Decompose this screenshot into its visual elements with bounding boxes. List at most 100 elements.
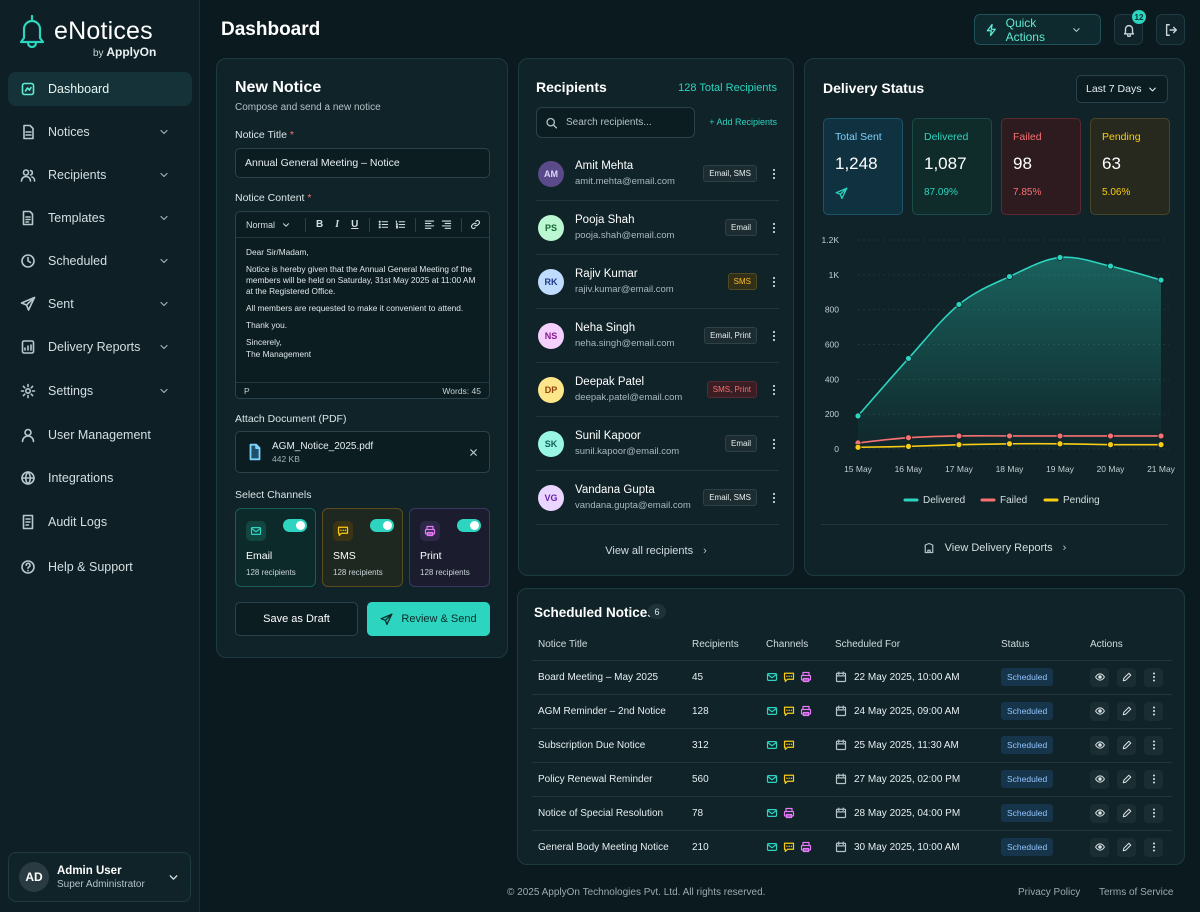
chevron-down-icon[interactable] [158, 212, 170, 224]
list-item[interactable]: NS Neha Singh neha.singh@email.com Email, P… [536, 309, 779, 363]
sidebar-item-user-management[interactable]: User Management [8, 418, 192, 452]
more-icon[interactable] [769, 492, 779, 504]
channel-print-card[interactable]: Print 128 recipients [409, 508, 490, 587]
more-icon[interactable] [769, 276, 779, 288]
bullet-list-icon[interactable] [375, 216, 391, 234]
more-icon[interactable] [1144, 701, 1163, 721]
link-icon[interactable] [467, 216, 483, 234]
view-all-recipients-link[interactable]: View all recipients › [519, 545, 793, 557]
bold-icon[interactable]: B [316, 219, 324, 230]
sidebar-item-help-support[interactable]: Help & Support [8, 550, 192, 584]
chevron-down-icon[interactable] [158, 255, 170, 267]
editor-content[interactable]: Dear Sir/Madam, Notice is hereby given t… [236, 238, 489, 382]
recipients-total[interactable]: 128 Total Recipients [678, 82, 777, 94]
list-item[interactable]: PS Pooja Shah pooja.shah@email.com Email [536, 201, 779, 255]
view-icon[interactable] [1090, 701, 1109, 721]
more-icon[interactable] [769, 330, 779, 342]
table-row[interactable]: AGM Reminder – 2nd Notice 128 24 May 2025,… [532, 694, 1172, 729]
sidebar-item-templates[interactable]: Templates [8, 201, 192, 235]
more-icon[interactable] [769, 222, 779, 234]
format-select[interactable]: Normal [242, 220, 295, 230]
channel-email-toggle[interactable] [283, 519, 307, 532]
editor-paragraph: Sincerely, [246, 337, 282, 347]
table-row[interactable]: Policy Renewal Reminder 560 27 May 2025, 0… [532, 762, 1172, 797]
sidebar-item-dashboard[interactable]: Dashboard [8, 72, 192, 106]
recipients-card: Recipients 128 Total Recipients + Add Re… [518, 58, 794, 576]
numbered-list-icon[interactable] [393, 216, 409, 234]
edit-icon[interactable] [1117, 735, 1136, 755]
chevron-down-icon[interactable] [158, 169, 170, 181]
channel-sms-card[interactable]: SMS 128 recipients [322, 508, 403, 587]
search-input[interactable] [566, 117, 686, 128]
edit-icon[interactable] [1117, 769, 1136, 789]
attachment-item[interactable]: AGM_Notice_2025.pdf 442 KB [235, 431, 490, 473]
terms-of-service-link[interactable]: Terms of Service [1099, 887, 1174, 898]
edit-icon[interactable] [1117, 803, 1136, 823]
brand[interactable]: eNotices [18, 14, 153, 48]
channel-sms-toggle[interactable] [370, 519, 394, 532]
user-card[interactable]: AD Admin User Super Administrator [8, 852, 191, 902]
italic-icon[interactable]: I [335, 219, 340, 230]
sidebar-item-sent[interactable]: Sent [8, 287, 192, 321]
list-item[interactable]: VG Vandana Gupta vandana.gupta@email.com Em… [536, 471, 779, 525]
sidebar-item-audit-logs[interactable]: Audit Logs [8, 505, 192, 539]
rich-text-editor[interactable]: Normal B I U [235, 211, 490, 399]
more-icon[interactable] [1144, 667, 1163, 687]
more-icon[interactable] [769, 438, 779, 450]
sidebar-item-integrations[interactable]: Integrations [8, 461, 192, 495]
list-item[interactable]: AM Amit Mehta amit.mehta@email.com Email, S… [536, 147, 779, 201]
edit-icon[interactable] [1117, 667, 1136, 687]
chevron-down-icon[interactable] [158, 126, 170, 138]
view-icon[interactable] [1090, 769, 1109, 789]
notifications-button[interactable]: 12 [1114, 10, 1146, 45]
more-icon[interactable] [1144, 769, 1163, 789]
stat-label: Total Sent [835, 131, 882, 143]
sidebar-item-settings[interactable]: Settings [8, 374, 192, 408]
list-item[interactable]: SK Sunil Kapoor sunil.kapoor@email.com Emai… [536, 417, 779, 471]
chevron-down-icon[interactable] [158, 298, 170, 310]
notices-icon [23, 124, 34, 140]
channel-selector: Email 128 recipients SMS 128 recipients … [235, 508, 490, 587]
sidebar-item-scheduled[interactable]: Scheduled [8, 244, 192, 278]
channel-email-card[interactable]: Email 128 recipients [235, 508, 316, 587]
list-item[interactable]: RK Rajiv Kumar rajiv.kumar@email.com SMS [536, 255, 779, 309]
more-icon[interactable] [769, 168, 779, 180]
channel-print-toggle[interactable] [457, 519, 481, 532]
quick-actions-button[interactable]: Quick Actions [974, 14, 1101, 45]
sidebar-item-delivery-reports[interactable]: Delivery Reports [8, 330, 192, 364]
date-range-select[interactable]: Last 7 Days [1076, 75, 1168, 103]
close-icon[interactable] [468, 447, 479, 458]
logout-button[interactable] [1156, 14, 1185, 45]
edit-icon[interactable] [1117, 701, 1136, 721]
recipient-name: Vandana Gupta [575, 484, 655, 496]
chevron-down-icon[interactable] [158, 341, 170, 353]
review-send-button[interactable]: Review & Send [367, 602, 490, 636]
search-box[interactable] [536, 107, 695, 138]
table-row[interactable]: Notice of Special Resolution 78 28 May 202… [532, 796, 1172, 831]
edit-icon[interactable] [1117, 837, 1136, 857]
sidebar-item-recipients[interactable]: Recipients [8, 158, 192, 192]
notice-title-input[interactable] [235, 148, 490, 178]
view-icon[interactable] [1090, 837, 1109, 857]
align-right-icon[interactable] [439, 216, 455, 234]
view-icon[interactable] [1090, 735, 1109, 755]
view-delivery-reports-link[interactable]: View Delivery Reports › [805, 542, 1184, 554]
table-row[interactable]: General Body Meeting Notice 210 30 May 202… [532, 830, 1172, 864]
view-icon[interactable] [1090, 667, 1109, 687]
view-icon[interactable] [1090, 803, 1109, 823]
chevron-down-icon[interactable] [158, 385, 170, 397]
more-icon[interactable] [1144, 803, 1163, 823]
align-left-icon[interactable] [421, 216, 437, 234]
underline-icon[interactable]: U [351, 219, 359, 230]
more-icon[interactable] [1144, 735, 1163, 755]
table-row[interactable]: Subscription Due Notice 312 25 May 2025, 1… [532, 728, 1172, 763]
add-recipients-link[interactable]: + Add Recipients [709, 117, 777, 127]
sidebar-item-notices[interactable]: Notices [8, 115, 192, 149]
privacy-policy-link[interactable]: Privacy Policy [1018, 887, 1081, 898]
table-row[interactable]: Board Meeting – May 2025 45 22 May 2025, 1… [532, 660, 1172, 695]
list-item[interactable]: DP Deepak Patel deepak.patel@email.com SMS,… [536, 363, 779, 417]
more-icon[interactable] [769, 384, 779, 396]
save-draft-button[interactable]: Save as Draft [235, 602, 358, 636]
more-icon[interactable] [1144, 837, 1163, 857]
chevron-down-icon[interactable] [167, 871, 180, 884]
